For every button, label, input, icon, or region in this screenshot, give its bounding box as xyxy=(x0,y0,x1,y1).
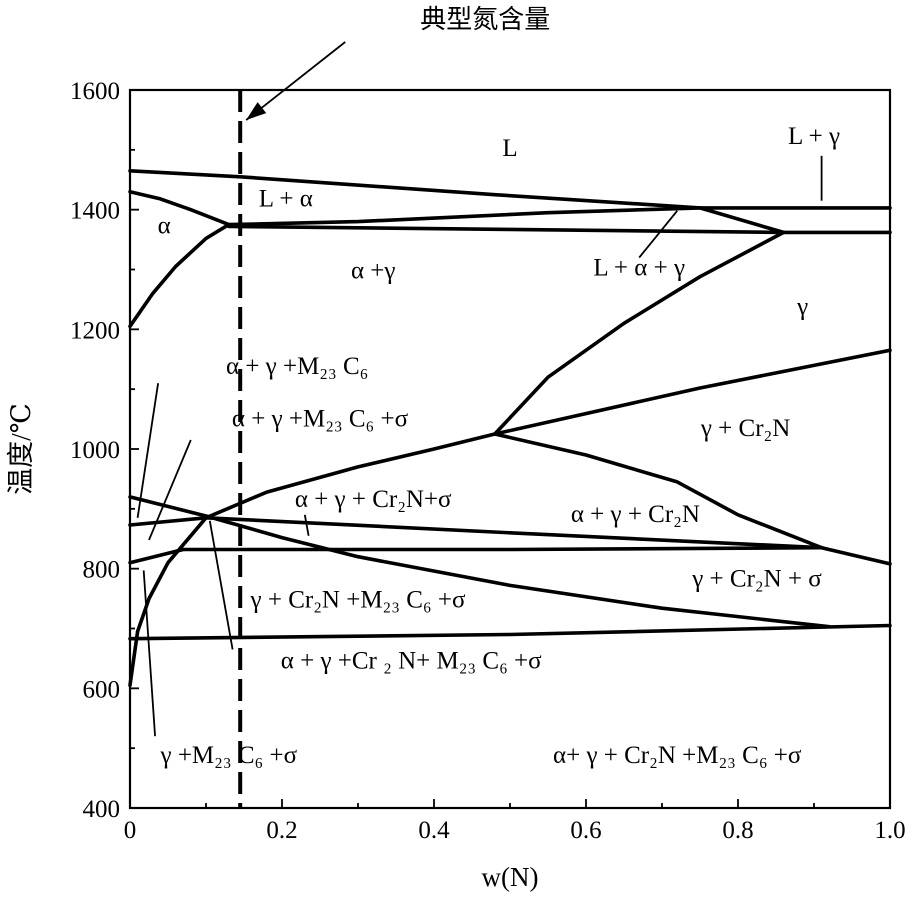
leader-lines xyxy=(136,155,823,737)
region-label-6: L + α + γ xyxy=(593,254,685,281)
region-label-9: α + γ +M₂₃ C₆ +σ xyxy=(232,405,409,432)
phase-boundary-13 xyxy=(128,516,824,550)
y-tick-label: 800 xyxy=(83,557,121,584)
leader-line-5 xyxy=(303,514,310,536)
y-axis-ticks: 400 600 800 1000 1200 1400 1600 xyxy=(70,78,139,823)
region-label-10: γ + Cr₂N xyxy=(700,415,790,442)
region-label-4: α xyxy=(158,213,171,240)
x-axis-label: w(N) xyxy=(482,862,539,892)
y-tick-label: 1600 xyxy=(70,78,120,105)
region-label-17: α+ γ + Cr₂N +M₂₃ C₆ +σ xyxy=(553,742,802,769)
phase-boundary-3 xyxy=(128,222,231,329)
y-axis-label: 温度/℃ xyxy=(6,403,36,495)
leader-line-6 xyxy=(208,520,234,650)
phase-boundary-10 xyxy=(128,516,208,688)
y-tick-label: 1000 xyxy=(70,437,120,464)
phase-boundary-11 xyxy=(493,432,892,566)
region-label-2: L + γ xyxy=(788,123,840,150)
leader-line-2 xyxy=(638,210,678,259)
phase-boundary-12 xyxy=(128,495,831,629)
region-label-13: γ + Cr₂N + σ xyxy=(691,566,822,593)
x-tick-label: 1.0 xyxy=(874,817,905,844)
phase-region-labels: L L + γ L + α α α +γ L + α + γ γ α + γ +M₂₃ C₆ α… xyxy=(158,123,840,769)
x-tick-label: 0.4 xyxy=(418,817,450,844)
phase-boundary-8 xyxy=(493,348,892,436)
x-tick-label: 0.2 xyxy=(266,817,297,844)
leader-line-3 xyxy=(136,383,160,518)
phase-boundary-7 xyxy=(493,230,786,436)
marker-arrow-shaft xyxy=(245,41,346,121)
phase-boundaries xyxy=(128,169,892,688)
y-tick-label: 400 xyxy=(83,796,121,823)
x-tick-label: 0.8 xyxy=(722,817,753,844)
y-tick-label: 1200 xyxy=(70,317,120,344)
leader-line-4 xyxy=(148,439,192,541)
typical-nitrogen-label: 典型氮含量 xyxy=(420,5,550,34)
phase-boundary-4 xyxy=(227,206,702,227)
y-tick-label: 600 xyxy=(83,676,121,703)
x-tick-label: 0.6 xyxy=(570,817,601,844)
y-tick-label: 1400 xyxy=(70,198,120,225)
marker-arrow-head xyxy=(246,102,267,120)
region-label-5: α +γ xyxy=(351,257,396,284)
phase-boundary-2 xyxy=(128,189,231,227)
phase-boundary-14 xyxy=(128,545,824,565)
region-label-11: α + γ + Cr₂N+σ xyxy=(295,486,452,513)
leader-line-7 xyxy=(142,570,156,737)
phase-boundary-6 xyxy=(698,206,786,235)
region-label-15: α + γ +Cr ₂ N+ M₂₃ C₆ +σ xyxy=(281,648,542,675)
phase-boundary-9 xyxy=(204,432,497,520)
region-label-3: L + α xyxy=(259,186,313,213)
region-label-7: γ xyxy=(796,293,808,320)
region-label-12: α + γ + Cr₂N xyxy=(571,501,700,528)
phase-boundary-1 xyxy=(128,169,892,210)
region-label-16: γ +M₂₃ C₆ +σ xyxy=(160,742,298,769)
region-label-14: γ + Cr₂N +M₂₃ C₆ +σ xyxy=(250,587,466,614)
phase-boundary-5 xyxy=(227,224,892,235)
region-label-1: L xyxy=(502,135,517,162)
x-axis-ticks: 0 0.2 0.4 0.6 0.8 1.0 xyxy=(124,799,906,844)
phase-boundary-15 xyxy=(128,623,892,641)
region-label-8: α + γ +M₂₃ C₆ xyxy=(226,353,368,380)
x-tick-label: 0 xyxy=(124,817,137,844)
